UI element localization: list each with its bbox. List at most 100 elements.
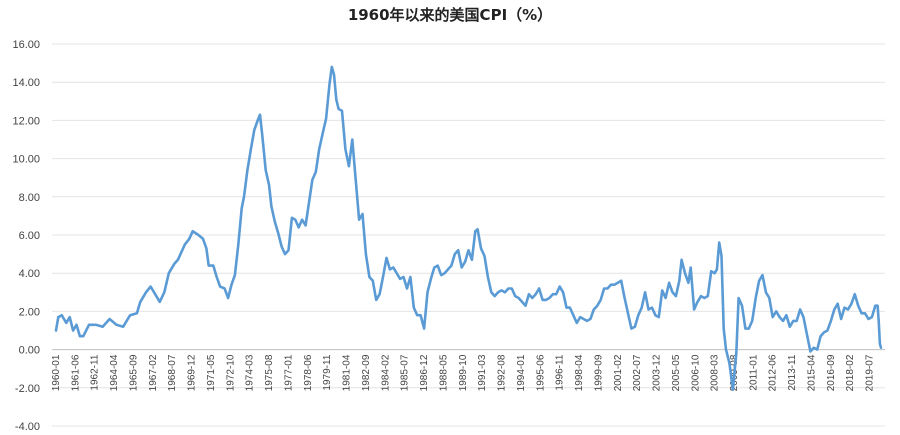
data-point bbox=[402, 276, 405, 278]
data-point bbox=[361, 213, 364, 215]
data-point bbox=[253, 129, 256, 131]
data-point bbox=[273, 220, 276, 223]
data-point bbox=[775, 310, 778, 313]
x-tick-label: 2002-07 bbox=[632, 354, 643, 391]
data-point bbox=[240, 207, 243, 210]
data-point bbox=[678, 279, 681, 282]
data-point bbox=[230, 283, 233, 286]
data-point bbox=[79, 335, 81, 338]
data-point bbox=[548, 297, 551, 299]
data-point bbox=[419, 314, 422, 317]
y-tick-label: 6.00 bbox=[19, 230, 40, 242]
data-point bbox=[718, 241, 721, 244]
data-point bbox=[545, 299, 547, 301]
data-point bbox=[207, 264, 210, 267]
x-tick-label: 1996-11 bbox=[555, 354, 566, 390]
data-point bbox=[321, 132, 324, 135]
data-point bbox=[528, 293, 530, 296]
data-point bbox=[115, 323, 118, 326]
data-point bbox=[661, 289, 664, 292]
data-point bbox=[430, 278, 432, 280]
data-point bbox=[634, 325, 636, 328]
data-point bbox=[136, 312, 138, 315]
data-point bbox=[880, 346, 882, 349]
data-point bbox=[243, 195, 245, 198]
data-point bbox=[710, 270, 713, 273]
data-point bbox=[627, 312, 629, 315]
data-point bbox=[261, 134, 264, 137]
data-point bbox=[122, 325, 125, 328]
x-tick-label: 1988-05 bbox=[438, 354, 449, 391]
data-point bbox=[382, 276, 384, 278]
x-tick-label: 1985-07 bbox=[400, 354, 411, 391]
y-tick-label: 8.00 bbox=[19, 192, 40, 204]
data-point bbox=[874, 304, 877, 307]
data-point bbox=[385, 257, 388, 259]
data-point bbox=[467, 249, 470, 252]
x-tick-label: 1979-11 bbox=[322, 354, 333, 390]
data-point bbox=[651, 306, 653, 309]
series-layer bbox=[54, 65, 883, 391]
data-point bbox=[713, 272, 716, 275]
data-point bbox=[68, 316, 71, 318]
data-point bbox=[637, 314, 640, 317]
data-point bbox=[476, 228, 479, 231]
x-tick-label: 2005-05 bbox=[671, 354, 682, 391]
data-point bbox=[737, 297, 740, 299]
y-tick-label: 2.00 bbox=[19, 306, 40, 318]
data-point bbox=[223, 287, 226, 290]
data-point bbox=[850, 302, 853, 305]
data-point bbox=[197, 234, 200, 236]
data-point bbox=[647, 308, 650, 311]
x-tick-label: 2012-06 bbox=[768, 354, 779, 391]
data-point bbox=[867, 318, 870, 320]
data-point bbox=[291, 216, 293, 219]
data-point bbox=[613, 283, 616, 286]
data-point bbox=[330, 66, 333, 68]
data-point bbox=[843, 306, 846, 309]
data-point bbox=[443, 272, 446, 275]
data-point bbox=[358, 218, 360, 221]
data-point bbox=[318, 148, 321, 151]
data-point bbox=[510, 287, 513, 290]
data-point bbox=[517, 297, 520, 299]
data-point bbox=[640, 306, 643, 309]
data-point bbox=[771, 316, 774, 318]
data-point bbox=[227, 297, 230, 299]
data-point bbox=[610, 283, 612, 286]
data-point bbox=[351, 138, 354, 141]
x-tick-label: 1994-01 bbox=[516, 354, 527, 391]
data-point bbox=[592, 308, 595, 311]
data-point bbox=[599, 299, 602, 301]
data-point bbox=[795, 320, 798, 322]
x-tick-label: 1961-06 bbox=[70, 354, 81, 391]
data-point bbox=[314, 171, 317, 173]
data-point bbox=[270, 205, 273, 208]
data-point bbox=[644, 291, 646, 294]
data-point bbox=[876, 304, 879, 307]
data-point bbox=[689, 266, 692, 269]
data-point bbox=[623, 297, 626, 299]
y-tick-label: 14.00 bbox=[12, 77, 40, 89]
data-point bbox=[155, 295, 158, 297]
data-point bbox=[575, 322, 578, 324]
series-line-cpi bbox=[54, 65, 883, 391]
data-point bbox=[860, 312, 863, 315]
data-point bbox=[219, 285, 222, 288]
gridlines bbox=[52, 43, 885, 427]
x-tick-label: 2018-02 bbox=[845, 354, 856, 391]
data-point bbox=[453, 253, 456, 256]
data-point bbox=[675, 295, 677, 297]
x-tick-label: 2015-04 bbox=[806, 354, 817, 391]
x-tick-label: 1968-07 bbox=[167, 354, 178, 391]
data-point bbox=[524, 304, 527, 307]
data-point bbox=[75, 323, 78, 326]
data-point bbox=[531, 297, 534, 299]
data-point bbox=[354, 178, 357, 181]
data-point bbox=[250, 148, 252, 151]
data-point bbox=[202, 237, 204, 240]
data-point bbox=[551, 293, 554, 296]
data-point bbox=[177, 258, 179, 261]
data-point bbox=[751, 320, 754, 322]
